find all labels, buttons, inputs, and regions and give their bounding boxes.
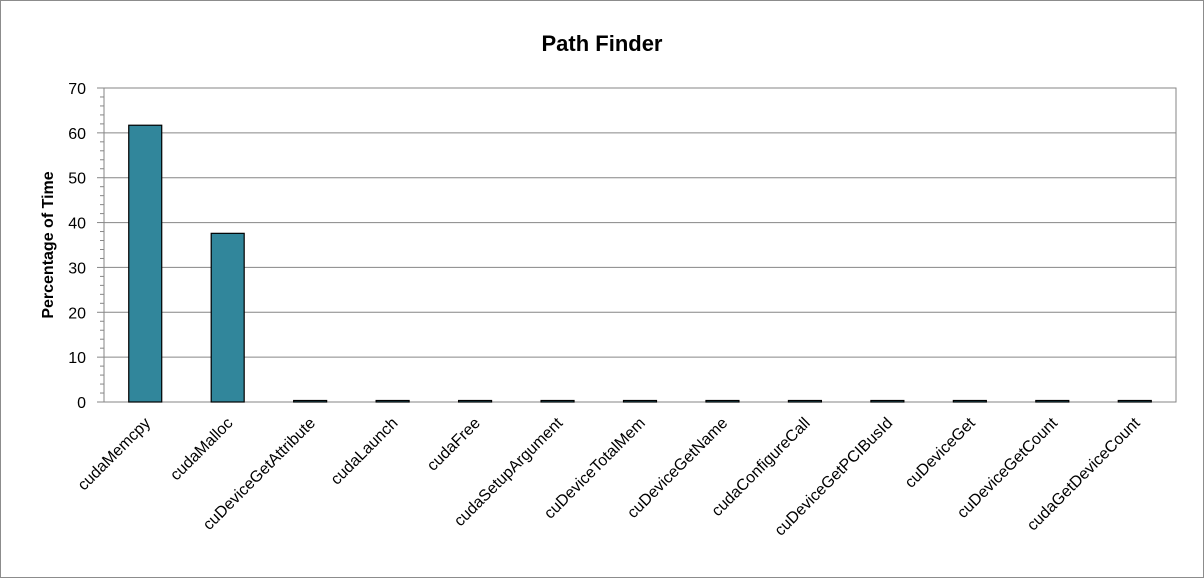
y-tick-label: 10 [68, 350, 86, 367]
bar-cudaConfigureCall [787, 399, 823, 403]
bar-cudaMalloc [210, 232, 245, 403]
bar-cudaFree [457, 399, 493, 403]
gridlines [104, 87, 1176, 358]
x-tick-label: cuDeviceGet [902, 414, 979, 491]
bar-cuDeviceGet [952, 399, 987, 403]
y-axis-label: Percentage of Time [40, 171, 57, 318]
x-tick-label: cudaMemcpy [75, 415, 154, 494]
y-tick-label: 40 [68, 216, 86, 233]
x-tick-label: cudaLaunch [328, 415, 402, 489]
bar-cuDeviceGetCount [1035, 399, 1070, 403]
bar-cuDeviceGetName [705, 399, 740, 403]
bar-cuDeviceTotalMem [622, 399, 658, 403]
bar-cudaGetDeviceCount [1117, 399, 1152, 403]
bar-cuDeviceGetAttribute [293, 399, 328, 403]
y-tick-label: 20 [68, 305, 86, 322]
x-tick-label: cudaFree [424, 415, 484, 475]
bar-cudaMemcpy [128, 124, 163, 403]
x-tick-labels: cudaMemcpy cudaMalloccuDeviceGetAttribute… [75, 414, 1144, 539]
y-tick-label: 60 [68, 126, 86, 143]
x-tick-label: cudaMalloc [167, 415, 236, 484]
y-tick-labels: 0 10 20 30 40 50 60 70 [68, 81, 86, 412]
bar-cudaLaunch [375, 399, 410, 403]
axes [97, 87, 1177, 403]
y-tick-label: 70 [68, 81, 86, 98]
bar-cuDeviceGetPCIBusId [870, 399, 905, 403]
chart-title: Path Finder [541, 31, 662, 56]
y-tick-label: 50 [68, 171, 86, 188]
bar-cudaSetupArgument [540, 399, 575, 403]
bars [128, 124, 1152, 403]
y-tick-label: 30 [68, 260, 86, 277]
plot-area-border [103, 87, 1177, 403]
y-tick-label: 0 [77, 395, 86, 412]
